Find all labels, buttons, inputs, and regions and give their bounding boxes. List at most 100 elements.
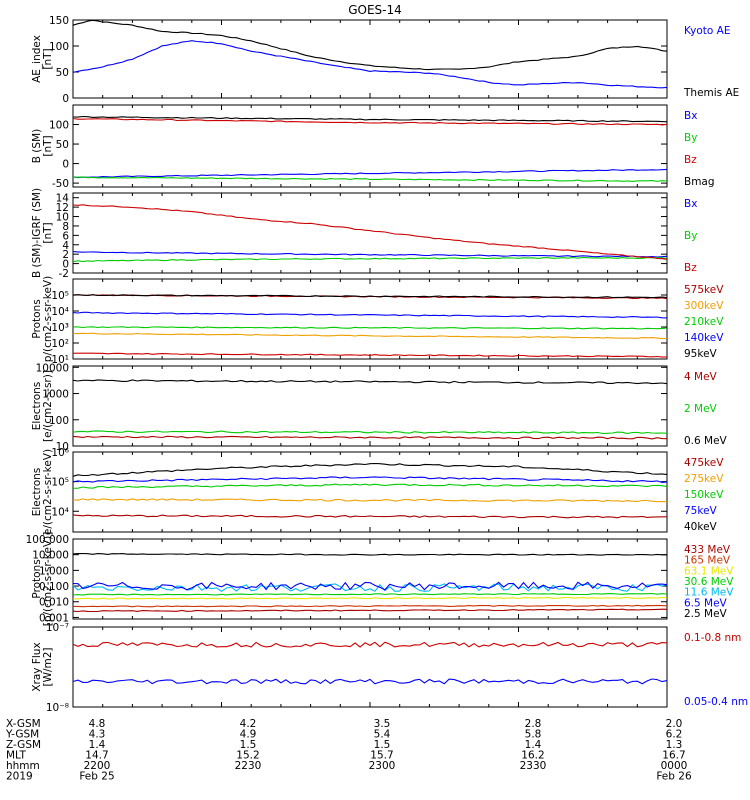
footer-value: 1.4 [89,739,106,751]
y-tick-label: 10⁵ [51,290,69,302]
legend-label: 4 MeV [684,371,718,383]
footer-value: 15.7 [370,750,393,762]
series-line [72,117,668,126]
footer-value: 4.9 [240,729,257,741]
series-line [72,462,668,477]
y-tick-label: 10³ [51,322,69,334]
legend-label: 210keV [684,316,724,328]
legend-label: 433 MeV [684,544,731,556]
footer-row-label: hhmm [6,760,40,772]
y-tick-label: 0.001 [39,612,69,624]
series-line [72,596,668,600]
panel-frame [72,278,668,360]
series-line [73,326,668,330]
y-tick-label: 10 [56,441,69,453]
footer-value: 2230 [235,760,262,772]
series-line [72,552,667,556]
footer-row-label: 2019 [6,771,33,783]
legend-label: 275keV [684,473,724,485]
footer-value: 16.2 [521,750,544,762]
legend-label: 0.6 MeV [684,435,728,447]
legend-label: 300keV [684,300,724,312]
footer-value: 2.0 [666,718,683,730]
footer-value: 5.8 [525,729,542,741]
y-tick-label: -50 [52,178,69,190]
footer-value: 1.4 [525,739,542,751]
legend-label: Bz [684,262,697,274]
legend-label: 30.6 MeV [684,576,734,588]
series-line [72,256,668,263]
footer-value: 2.8 [525,718,542,730]
legend-label: Themis AE [683,87,739,99]
footer-value: 14.7 [85,750,108,762]
series-line [72,40,668,89]
footer-row-label: Z-GSM [6,739,41,751]
series-line [72,678,668,685]
footer-value: 4.3 [89,729,106,741]
series-line [72,294,668,299]
y-axis-label: AE_index[nT] [31,35,54,83]
panel-1: 0 50 100 150 AE_index[nT] Kyoto AE Themis AE [31,15,739,105]
legend-label: By [684,230,697,242]
footer-row-label: Y-GSM [5,729,39,741]
footer-value: 15.2 [236,750,259,762]
legend-label: 575keV [684,284,724,296]
y-tick-label: 10⁻⁷ [46,622,69,634]
y-tick-label: 0.100 [39,581,69,593]
y-tick-label: 50 [56,67,69,79]
y-axis-label: B (SM)-IGRF (SM)[nT] [31,188,54,278]
y-tick-label: 10.000 [32,550,69,562]
footer-value: 0000 [661,760,688,772]
footer-value: 1.5 [240,739,257,751]
legend-label: 0.05-0.4 nm [684,696,748,708]
y-tick-label: -2 [59,268,69,280]
series-line [72,435,668,440]
y-tick-label: 0.010 [39,597,69,609]
panel-frame [72,365,668,447]
series-line [72,332,668,340]
series-line [72,311,668,319]
series-line [72,483,668,489]
y-axis-label: Protonsp/(cm2-s-sr-keV) [31,276,54,362]
legend-label: 475keV [684,457,724,469]
footer-value: 4.8 [89,718,106,730]
legend-label: 0.1-0.8 nm [684,632,741,644]
y-tick-label: 50 [56,139,69,151]
legend-label: Bmag [684,176,715,188]
legend-label: 63.1 MeV [684,565,734,577]
y-tick-label: 0 [62,259,69,271]
y-tick-label: 100 [49,120,69,132]
footer-value: 5.4 [374,729,391,741]
series-line [73,176,668,182]
y-tick-label: 100 [49,41,69,53]
series-line [72,251,668,258]
panel-frame [72,626,668,708]
y-tick-label: 12 [56,202,69,214]
legend-label: 150keV [684,489,724,501]
y-tick-label: 100 [49,415,69,427]
legend-label: 165 MeV [684,555,731,567]
series-line [72,379,668,385]
series-line [72,204,668,260]
plot-title: GOES-14 [348,3,402,17]
y-tick-label: 1000 [42,389,69,401]
footer-value: 3.5 [374,718,391,730]
legend-label: 95keV [684,348,718,360]
y-tick-label: 10⁶ [51,447,69,459]
footer-value: 16.7 [662,750,685,762]
legend-label: 40keV [684,521,718,533]
y-tick-label: 2 [62,249,69,261]
footer-value: 4.2 [240,718,257,730]
y-tick-label: 10¹ [51,354,69,366]
y-tick-label: 10 [56,212,69,224]
y-tick-label: 6 [62,230,69,242]
panel-7: 0.001 0.010 0.100 1.000 10.000 100.000Protons… [26,532,735,627]
legend-label: Bz [684,154,697,166]
y-axis-label: Electronse/(cm2-s-sr-keV) [31,449,54,535]
footer-value: 2300 [369,760,396,772]
panel-8: 10⁻⁸ 10⁻⁷ Xray Flux[W/m2] 0.1-0.8 nm 0.05-0.… [31,622,748,714]
